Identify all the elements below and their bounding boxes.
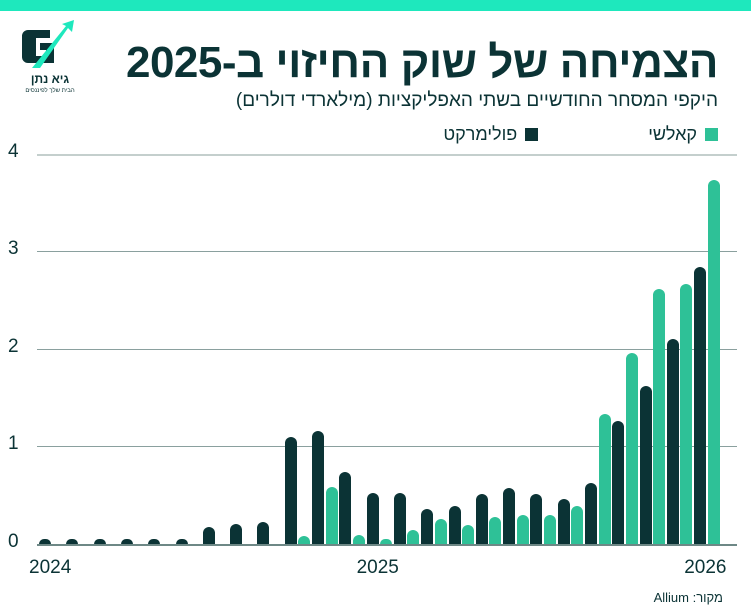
polymarket-bar <box>421 508 434 544</box>
kalshi-bar <box>407 530 420 544</box>
logo-icon <box>22 20 74 68</box>
polymarket-bar <box>202 527 215 544</box>
x-axis-baseline <box>37 544 737 546</box>
polymarket-bar <box>475 494 488 544</box>
polymarket-bar <box>366 493 379 544</box>
chart-subtitle: היקפי המסחר החודשיים בשתי האפליקציות (מי… <box>235 90 718 111</box>
legend-label-polymarket: פולימרקט <box>443 124 518 144</box>
kalshi-bar <box>298 536 311 544</box>
polymarket-bar <box>284 436 297 544</box>
x-tick-label: 2024 <box>29 557 72 578</box>
chart-title: הצמיחה של שוק החיזוי ב-2025 <box>125 38 719 87</box>
gridline-1 <box>37 446 737 447</box>
kalshi-bar <box>571 505 584 544</box>
logo: גיא נתן הבית שלך לפיננסים <box>20 18 80 98</box>
polymarket-bar <box>530 494 543 544</box>
polymarket-bar <box>585 483 597 544</box>
polymarket-bar <box>393 493 406 544</box>
polymarket-bar <box>639 385 652 544</box>
legend-item-polymarket: פולימרקט <box>443 124 539 145</box>
polymarket-bar <box>93 539 106 544</box>
kalshi-bar <box>653 289 666 544</box>
y-tick-label: 1 <box>8 433 19 454</box>
legend-label-kalshi: קאלשי <box>648 124 697 144</box>
polymarket-swatch-icon <box>525 128 539 141</box>
kalshi-swatch-icon <box>705 128 718 141</box>
polymarket-bar <box>503 488 516 544</box>
kalshi-bar <box>543 514 556 544</box>
polymarket-bar <box>175 539 188 544</box>
kalshi-bar <box>625 352 638 544</box>
polymarket-bar <box>694 266 707 544</box>
legend: קאלשי פולימרקט <box>443 124 718 145</box>
kalshi-bar <box>489 516 502 544</box>
y-tick-label: 4 <box>8 141 19 162</box>
gridline-4 <box>37 154 737 156</box>
kalshi-bar <box>352 535 365 544</box>
legend-item-kalshi: קאלשי <box>648 124 718 145</box>
y-tick-label: 3 <box>8 238 19 259</box>
polymarket-bar <box>148 539 161 544</box>
logo-tagline: הבית שלך לפיננסים <box>25 88 75 94</box>
polymarket-bar <box>66 539 79 544</box>
polymarket-bar <box>666 339 679 544</box>
polymarket-bar <box>339 471 352 544</box>
kalshi-bar <box>434 518 447 544</box>
logo-name: גיא נתן <box>30 72 70 86</box>
polymarket-bar <box>230 523 243 544</box>
kalshi-bar <box>325 487 338 544</box>
x-tick-label: 2026 <box>684 557 727 578</box>
y-tick-label: 0 <box>8 531 19 552</box>
polymarket-bar <box>612 421 625 544</box>
kalshi-bar <box>462 525 474 544</box>
polymarket-bar <box>120 539 133 544</box>
polymarket-bar <box>257 521 270 544</box>
kalshi-bar <box>707 179 720 544</box>
gridline-3 <box>37 251 737 252</box>
top-banner <box>0 0 751 11</box>
kalshi-bar <box>516 514 529 544</box>
y-tick-label: 2 <box>8 336 19 357</box>
source-note: מקור: Allium <box>653 590 723 605</box>
polymarket-bar <box>39 539 51 544</box>
x-tick-label: 2025 <box>356 557 399 578</box>
gridline-2 <box>37 349 737 350</box>
kalshi-bar <box>598 414 611 544</box>
polymarket-bar <box>312 430 324 544</box>
kalshi-bar <box>380 539 393 544</box>
polymarket-bar <box>448 505 461 544</box>
polymarket-bar <box>557 499 570 544</box>
kalshi-bar <box>680 284 693 544</box>
